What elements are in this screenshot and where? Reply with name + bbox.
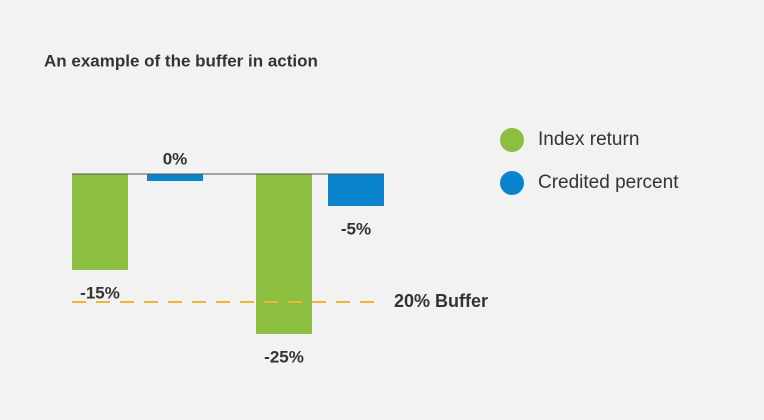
bar [328,174,384,206]
legend-swatch [500,128,524,152]
data-label: 0% [163,149,188,168]
chart-title: An example of the buffer in action [44,51,318,70]
bar [147,174,203,181]
data-label: -5% [341,219,371,238]
legend-label: Index return [538,129,639,150]
data-label: -25% [264,347,304,366]
buffer-label: 20% Buffer [394,291,488,311]
bar [256,174,312,334]
data-label: -15% [80,283,120,302]
bar [72,174,128,270]
legend-swatch [500,171,524,195]
legend-label: Credited percent [538,172,679,193]
